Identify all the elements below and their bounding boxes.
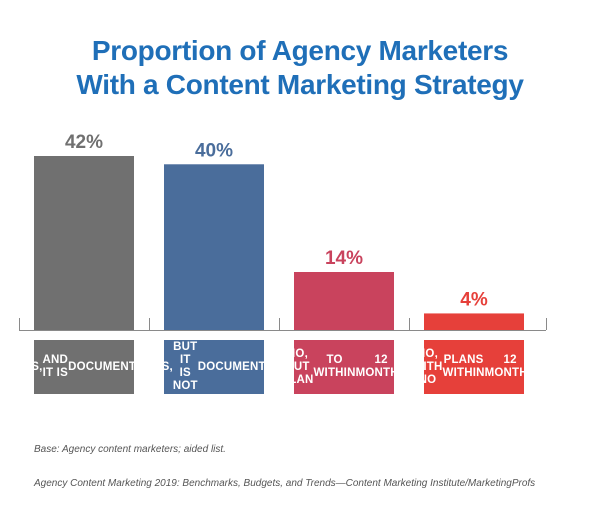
category-label-line: BUT IT IS NOT [172,341,198,392]
bar-1 [34,156,134,330]
category-label-line: NO, WITH NO [412,347,443,386]
category-label-line: DOCUMENTED [197,360,283,373]
bar-2 [164,164,264,330]
category-label-2: YES, BUT IT IS NOT DOCUMENTED [146,340,282,394]
bar-3 [294,272,394,330]
category-label-line: NO, BUT PLAN [281,347,314,386]
chart-title-line-1: Proportion of Agency Marketers [91,35,509,66]
category-label-3: NO, BUT PLAN TO WITHIN 12 MONTHS [281,340,406,394]
bar-value-label-1: 42% [65,132,103,153]
category-label-line: PLANS WITHIN [442,354,485,379]
category-label-line: YES, [145,360,173,373]
category-label-line: DOCUMENTED [68,360,153,373]
chart-title-line-2: With a Content Marketing Strategy [76,69,524,100]
base-note: Base: Agency content marketers; aided li… [34,444,226,455]
category-label-4: NO, WITH NO PLANS WITHIN 12 MONTHS [412,340,535,394]
bar-value-label-4: 4% [460,289,488,310]
category-label-1: YES, AND IT IS DOCUMENTED [16,340,152,394]
bar-4 [424,313,524,330]
category-label-line: AND IT IS [42,354,69,379]
category-label-line: 12 MONTHS [355,354,407,379]
bar-value-label-3: 14% [325,248,363,269]
chart-title: Proportion of Agency Marketers With a Co… [0,34,600,102]
category-label-line: 12 MONTHS [484,354,536,379]
source-note: Agency Content Marketing 2019: Benchmark… [34,478,536,489]
category-label-line: YES, [15,360,43,373]
bar-value-label-2: 40% [195,140,233,161]
category-label-line: TO WITHIN [313,354,356,379]
